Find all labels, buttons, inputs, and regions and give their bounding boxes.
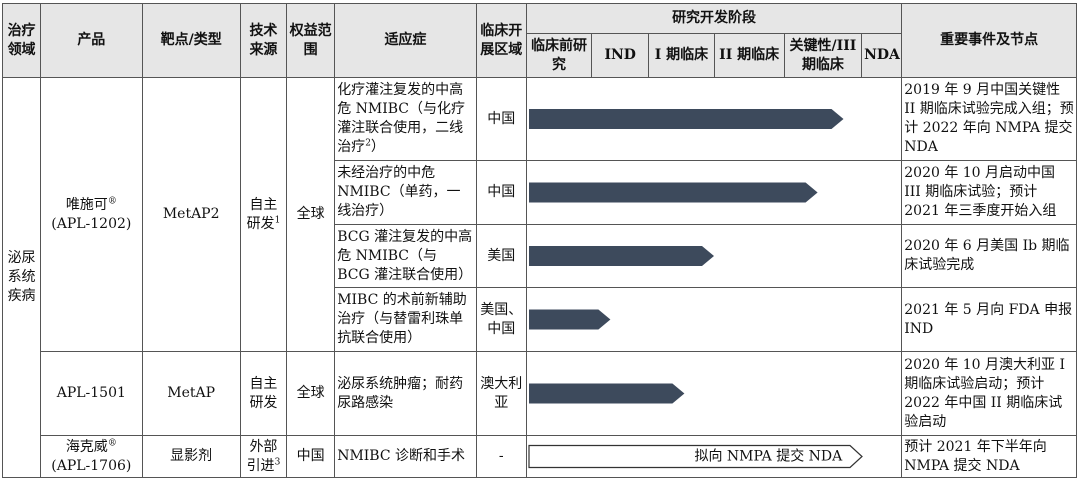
progress-arrow [528, 383, 685, 404]
indication-cell: 未经治疗的中危 NMIBC（单药，一线治疗） [334, 160, 477, 225]
progress-arrow-svg [528, 444, 863, 469]
event-cell: 2020 年 10 月启动中国 III 期临床试验；预计 2021 年三季度开始… [901, 160, 1077, 225]
indication-cell: BCG 灌注复发的中高危 NMIBC（与 BCG 灌注联合使用） [334, 224, 477, 288]
indication-cell: NMIBC 诊断和手术 [334, 435, 477, 478]
progress-arrow [528, 444, 863, 469]
progress-arrow [528, 309, 611, 330]
tech-cell: 外部引进3 [239, 435, 288, 478]
stage-nda: NDA [861, 33, 903, 78]
region-cell: 美国、中国 [475, 287, 527, 352]
header-rights: 权益范围 [286, 3, 336, 78]
rights-cell: 中国 [286, 435, 336, 478]
stage-phase3: 关键性/III 期临床 [783, 33, 863, 78]
progress-cell [525, 160, 903, 225]
rights-cell: 全球 [286, 77, 336, 352]
registered-mark: ® [107, 437, 117, 448]
progress-arrow [528, 246, 714, 266]
region-cell: 澳大利亚 [475, 351, 527, 436]
product-name: 唯施可 [65, 196, 108, 213]
header-indication: 适应症 [334, 3, 477, 78]
product-cell-apl1706: 海克威® (APL-1706) [40, 435, 143, 478]
stage-phase1: I 期临床 [648, 33, 715, 78]
event-cell: 2020 年 10 月澳大利亚 I 期临床试验启动；预计 2022 年中国 II… [901, 351, 1077, 436]
area-cell: 泌尿系统疾病 [1, 77, 42, 478]
product-cell-apl1501: APL-1501 [40, 351, 143, 436]
indication-cell: 化疗灌注复发的中高危 NMIBC（与化疗灌注联合使用，二线治疗2） [334, 77, 477, 161]
progress-cell [525, 224, 903, 288]
progress-arrow-svg [528, 109, 844, 129]
target-cell: MetAP [141, 351, 241, 436]
product-name: 海克威 [65, 438, 108, 455]
registered-mark: ® [107, 195, 117, 206]
product-code: (APL-1202) [51, 215, 132, 232]
progress-arrow-svg [528, 383, 685, 404]
region-cell: 中国 [475, 77, 527, 161]
event-cell: 预计 2021 年下半年向 NMPA 提交 NDA [901, 435, 1077, 478]
stage-preclinical: 临床前研究 [525, 33, 593, 78]
progress-cell [525, 351, 903, 436]
progress-cell [525, 287, 903, 352]
target-cell: 显影剂 [141, 435, 241, 478]
stage-ind: IND [591, 33, 650, 78]
region-cell: 中国 [475, 160, 527, 225]
header-tech: 技术来源 [239, 3, 288, 78]
footnote-mark: 3 [274, 456, 281, 467]
event-cell: 2020 年 6 月美国 Ib 期临床试验完成 [901, 224, 1077, 288]
header-area: 治疗领域 [1, 3, 42, 78]
tech-cell: 自主研发1 [239, 77, 288, 352]
progress-arrow [528, 182, 818, 203]
indication-text-tail: ） [370, 139, 385, 155]
region-cell: - [475, 435, 527, 478]
event-cell: 2021 年 5 月向 FDA 申报 IND [901, 287, 1077, 352]
progress-cell: 拟向 NMPA 提交 NDA [525, 435, 903, 478]
product-cell-apl1202: 唯施可® (APL-1202) [40, 77, 143, 352]
header-events: 重要事件及节点 [901, 3, 1077, 78]
indication-text: 化疗灌注复发的中高危 NMIBC（与化疗灌注联合使用，二线治疗 [337, 82, 466, 155]
header-stages-title: 研究开发阶段 [525, 3, 903, 34]
rights-cell: 全球 [286, 351, 336, 436]
progress-arrow-svg [528, 246, 714, 266]
bar-label: 拟向 NMPA 提交 NDA [694, 448, 843, 464]
indication-cell: 泌尿系统肿瘤；耐药尿路感染 [334, 351, 477, 436]
progress-arrow [528, 109, 844, 129]
progress-arrow-svg [528, 309, 611, 330]
tech-source: 外部引进 [246, 438, 278, 474]
indication-cell: MIBC 的术前新辅助治疗（与替雷利珠单抗联合使用） [334, 287, 477, 352]
pipeline-table: 治疗领域 产品 靶点/类型 技术来源 权益范围 适应症 临床开展区域 研究开发阶… [1, 3, 1077, 478]
region-cell: 美国 [475, 224, 527, 288]
progress-arrow-svg [528, 182, 818, 203]
header-product: 产品 [40, 3, 143, 78]
stage-phase2: II 期临床 [713, 33, 785, 78]
footnote-mark: 1 [274, 214, 281, 225]
progress-cell [525, 77, 903, 161]
tech-source: 自主研发 [246, 196, 278, 232]
header-region: 临床开展区域 [475, 3, 527, 78]
target-cell: MetAP2 [141, 77, 241, 352]
product-code: (APL-1706) [51, 457, 132, 474]
event-cell: 2019 年 9 月中国关键性 II 期临床试验完成入组；预计 2022 年向 … [901, 77, 1077, 161]
footnote-mark: 2 [365, 138, 371, 149]
header-target: 靶点/类型 [141, 3, 241, 78]
tech-cell: 自主研发 [239, 351, 288, 436]
